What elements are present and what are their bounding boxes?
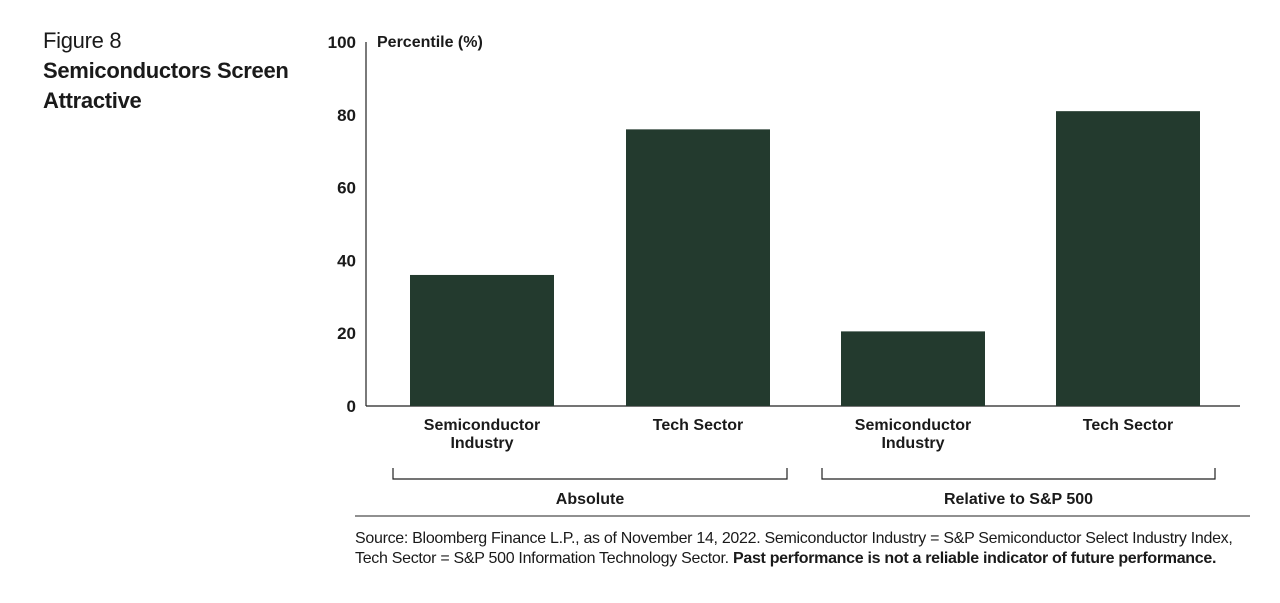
group-bracket	[392, 468, 788, 480]
x-tick-label: Tech Sector	[1083, 417, 1173, 434]
x-tick-labels: Semiconductor Industry Tech Sector Semicond…	[424, 417, 1173, 452]
y-tick-label: 40	[337, 251, 356, 270]
y-axis-title: Percentile (%)	[377, 34, 483, 51]
x-tick-label: Semiconductor Industry	[424, 417, 540, 452]
bar	[841, 331, 985, 406]
group-bracket	[821, 468, 1216, 480]
bar	[410, 274, 554, 406]
bars	[410, 111, 1200, 407]
bar	[626, 129, 770, 407]
disclaimer-text: Past performance is not a reliable indic…	[732, 550, 1217, 567]
group-label: Relative to S&P 500	[944, 491, 1093, 508]
group-label: Absolute	[556, 491, 625, 508]
bar	[1056, 111, 1200, 406]
source-text: Source: Bloomberg Finance L.P., as of No…	[355, 530, 1233, 567]
source-note: Source: Bloomberg Finance L.P., as of No…	[355, 529, 1235, 569]
figure-label: Figure 8	[43, 28, 122, 53]
category-groups: Absolute Relative to S&P 500	[355, 468, 1250, 517]
figure-title: Semiconductors Screen Attractive	[43, 58, 289, 113]
bar-chart: 0 20 40 60 80 100 Percentile (%) Semiconductor…	[328, 33, 1250, 517]
x-tick-label: Tech Sector	[653, 417, 743, 434]
y-tick-label: 60	[337, 179, 356, 198]
x-tick-label: Semiconductor Industry	[855, 417, 971, 452]
y-tick-label: 0	[347, 397, 356, 416]
y-tick-label: 100	[328, 33, 356, 52]
y-tick-label: 20	[337, 324, 356, 343]
y-tick-label: 80	[337, 106, 356, 125]
